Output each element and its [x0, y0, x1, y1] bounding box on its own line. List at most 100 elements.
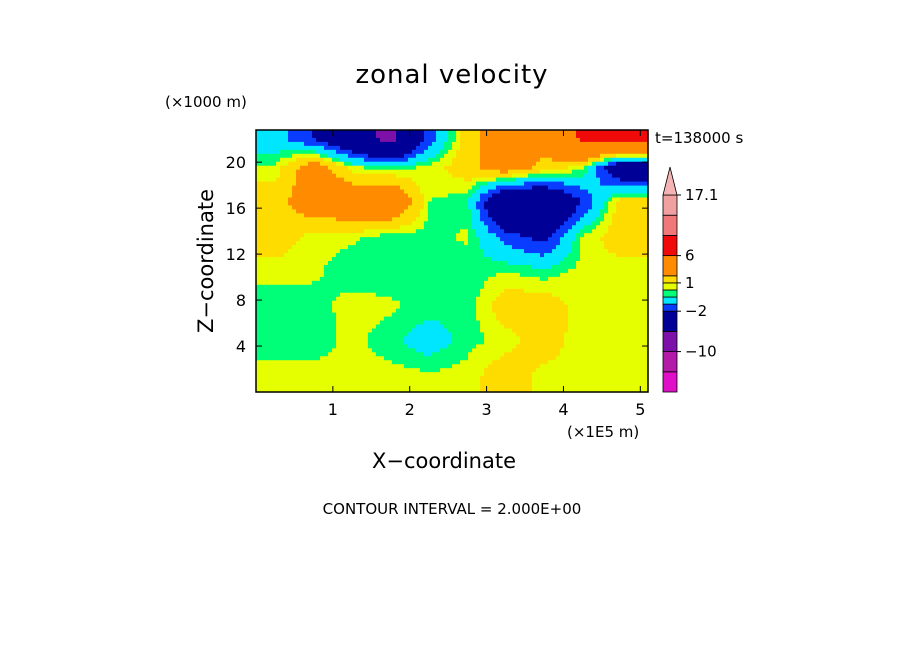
field-cell: [312, 189, 317, 195]
field-cell: [340, 197, 345, 203]
field-cell: [356, 316, 361, 322]
field-cell: [524, 177, 529, 183]
field-cell: [344, 292, 349, 298]
field-cell: [604, 320, 609, 326]
field-cell: [316, 173, 321, 179]
field-cell: [256, 130, 261, 135]
field-cell: [276, 145, 281, 151]
field-cell: [588, 173, 593, 179]
field-cell: [464, 276, 469, 282]
field-cell: [560, 205, 565, 210]
field-cell: [380, 221, 385, 226]
field-cell: [540, 193, 545, 199]
field-cell: [360, 177, 365, 183]
field-cell: [596, 133, 601, 139]
field-cell: [352, 213, 357, 218]
field-cell: [572, 237, 577, 242]
field-cell: [348, 280, 353, 286]
field-cell: [440, 233, 445, 238]
field-cell: [332, 193, 337, 199]
field-cell: [552, 161, 557, 167]
field-cell: [544, 292, 549, 298]
field-cell: [544, 201, 549, 207]
field-cell: [596, 169, 601, 175]
field-cell: [256, 261, 261, 266]
field-cell: [432, 261, 437, 266]
field-cell: [364, 237, 369, 242]
field-cell: [312, 181, 317, 187]
field-cell: [480, 181, 485, 187]
field-cell: [356, 257, 361, 262]
field-cell: [568, 253, 573, 258]
field-cell: [620, 221, 625, 226]
field-cell: [288, 173, 293, 179]
field-cell: [364, 233, 369, 238]
field-cell: [552, 261, 557, 266]
field-cell: [304, 245, 309, 250]
field-cell: [352, 193, 357, 199]
field-cell: [256, 320, 261, 326]
field-cell: [424, 173, 429, 179]
field-cell: [600, 264, 605, 270]
field-cell: [428, 209, 433, 214]
field-cell: [276, 261, 281, 266]
field-cell: [548, 261, 553, 266]
field-cell: [616, 133, 621, 139]
field-cell: [500, 272, 505, 278]
field-cell: [636, 137, 641, 143]
field-cell: [532, 253, 537, 258]
field-cell: [280, 328, 285, 334]
field-cell: [440, 209, 445, 214]
field-cell: [296, 145, 301, 151]
field-cell: [492, 312, 497, 318]
field-cell: [552, 173, 557, 179]
field-cell: [632, 316, 637, 322]
field-cell: [596, 249, 601, 254]
field-cell: [336, 296, 341, 302]
field-cell: [456, 169, 461, 175]
field-cell: [560, 217, 565, 222]
field-cell: [256, 173, 261, 179]
field-cell: [524, 169, 529, 175]
field-cell: [432, 177, 437, 183]
field-cell: [296, 193, 301, 199]
field-cell: [344, 233, 349, 238]
field-cell: [332, 225, 337, 230]
field-cell: [600, 284, 605, 290]
field-cell: [328, 280, 333, 286]
field-cell: [428, 268, 433, 274]
field-cell: [528, 213, 533, 218]
field-cell: [580, 209, 585, 214]
field-cell: [444, 165, 449, 171]
field-cell: [536, 320, 541, 326]
field-cell: [616, 249, 621, 254]
field-cell: [636, 197, 641, 203]
field-cell: [448, 249, 453, 254]
field-cell: [388, 133, 393, 139]
field-cell: [312, 209, 317, 214]
field-cell: [412, 197, 417, 203]
field-cell: [384, 193, 389, 199]
field-cell: [520, 249, 525, 254]
field-cell: [348, 165, 353, 171]
field-cell: [444, 130, 449, 135]
field-cell: [608, 189, 613, 195]
field-cell: [340, 213, 345, 218]
field-cell: [408, 328, 413, 334]
field-cell: [340, 253, 345, 258]
field-cell: [596, 221, 601, 226]
field-cell: [404, 193, 409, 199]
field-cell: [412, 245, 417, 250]
field-cell: [396, 185, 401, 191]
field-cell: [624, 320, 629, 326]
field-cell: [424, 181, 429, 187]
field-cell: [376, 157, 381, 163]
field-cell: [352, 153, 357, 159]
field-cell: [352, 264, 357, 270]
field-cell: [324, 300, 329, 306]
field-cell: [464, 157, 469, 163]
field-cell: [524, 308, 529, 314]
field-cell: [424, 185, 429, 191]
field-cell: [564, 308, 569, 314]
field-cell: [296, 161, 301, 167]
